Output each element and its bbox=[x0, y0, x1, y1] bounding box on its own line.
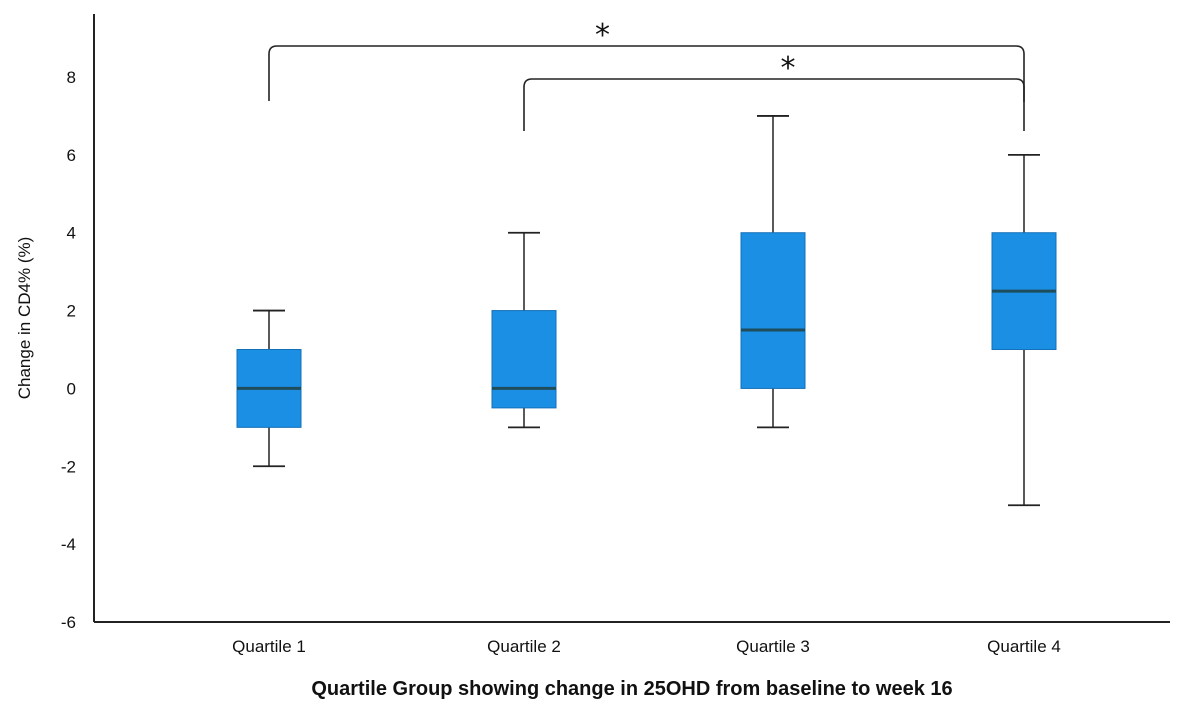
y-tick-label: 0 bbox=[67, 379, 76, 398]
x-category-labels: Quartile 1 Quartile 2 Quartile 3 Quartile 4 bbox=[232, 637, 1061, 656]
y-tick-label: 4 bbox=[67, 224, 76, 243]
box-1 bbox=[236, 309, 302, 468]
x-category-label: Quartile 3 bbox=[736, 637, 810, 656]
x-category-label: Quartile 1 bbox=[232, 637, 306, 656]
significance-bracket bbox=[523, 78, 1025, 131]
iqr-box bbox=[491, 310, 557, 409]
significance-star: * bbox=[595, 18, 610, 53]
plot-area bbox=[236, 115, 1057, 507]
x-axis-title: Quartile Group showing change in 25OHD f… bbox=[311, 678, 952, 700]
y-tick-label: -2 bbox=[61, 457, 76, 476]
x-category-label: Quartile 2 bbox=[487, 637, 561, 656]
y-tick-label: 6 bbox=[67, 146, 76, 165]
y-tick-label: 8 bbox=[67, 68, 76, 87]
significance-bracket bbox=[268, 45, 1025, 102]
box-4 bbox=[991, 153, 1057, 507]
x-category-label: Quartile 4 bbox=[987, 637, 1061, 656]
y-tick-label: -4 bbox=[61, 535, 76, 554]
significance-star: * bbox=[781, 51, 796, 86]
significance-brackets: ** bbox=[268, 18, 1025, 131]
y-tick-labels: -6 -4 -2 0 2 4 6 8 bbox=[61, 68, 76, 632]
box-2 bbox=[491, 231, 557, 429]
y-tick-label: 2 bbox=[67, 302, 76, 321]
box-3 bbox=[740, 115, 806, 429]
y-tick-label: -6 bbox=[61, 613, 76, 632]
iqr-box bbox=[740, 232, 806, 389]
y-axis-title: Change in CD4% (%) bbox=[15, 237, 34, 400]
